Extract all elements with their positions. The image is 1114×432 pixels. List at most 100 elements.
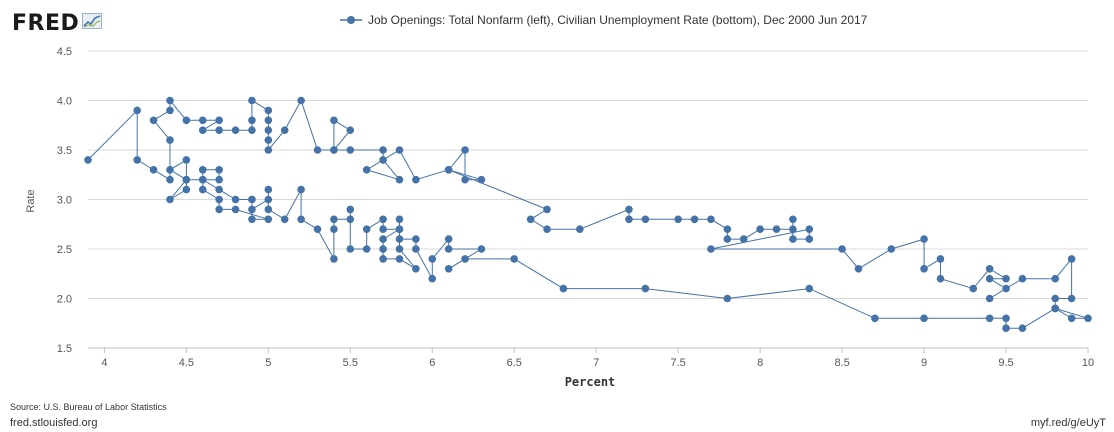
data-point[interactable] [166, 96, 174, 105]
data-point[interactable] [215, 116, 223, 125]
data-point[interactable] [625, 205, 633, 214]
data-point[interactable] [248, 195, 256, 204]
data-point[interactable] [264, 205, 273, 214]
data-point[interactable] [379, 255, 387, 263]
data-point[interactable] [936, 255, 945, 263]
data-point[interactable] [84, 156, 92, 164]
data-point[interactable] [182, 175, 191, 184]
data-point[interactable] [1067, 314, 1076, 323]
data-point[interactable] [444, 265, 453, 273]
data-point[interactable] [805, 225, 814, 233]
data-point[interactable] [723, 235, 732, 243]
data-point[interactable] [461, 175, 469, 184]
data-point[interactable] [789, 225, 797, 233]
data-point[interactable] [264, 195, 273, 204]
data-point[interactable] [149, 166, 158, 174]
data-point[interactable] [264, 185, 273, 194]
data-point[interactable] [215, 175, 223, 184]
data-point[interactable] [461, 255, 469, 263]
data-point[interactable] [166, 166, 174, 174]
data-point[interactable] [379, 225, 387, 233]
data-point[interactable] [756, 225, 764, 233]
data-point[interactable] [985, 294, 994, 303]
data-point[interactable] [1002, 274, 1010, 283]
data-point[interactable] [805, 284, 814, 293]
data-point[interactable] [395, 235, 404, 243]
data-point[interactable] [395, 225, 404, 233]
data-point[interactable] [379, 156, 387, 164]
data-point[interactable] [297, 185, 305, 194]
data-point[interactable] [280, 126, 289, 134]
data-point[interactable] [936, 274, 945, 283]
site-link[interactable]: fred.stlouisfed.org [10, 417, 98, 429]
data-point[interactable] [182, 185, 191, 194]
chart-legend[interactable]: Job Openings: Total Nonfarm (left), Civi… [340, 13, 867, 27]
data-point[interactable] [166, 136, 174, 144]
data-point[interactable] [330, 215, 338, 224]
data-point[interactable] [1084, 314, 1092, 323]
data-point[interactable] [346, 205, 355, 214]
data-point[interactable] [215, 205, 223, 214]
data-point[interactable] [576, 225, 584, 233]
data-point[interactable] [625, 215, 633, 224]
data-point[interactable] [871, 314, 879, 323]
data-point[interactable] [1002, 284, 1010, 293]
data-point[interactable] [248, 205, 256, 214]
data-point[interactable] [1018, 324, 1027, 333]
data-point[interactable] [739, 235, 748, 243]
data-point[interactable] [149, 116, 158, 125]
data-point[interactable] [198, 126, 207, 134]
data-point[interactable] [985, 274, 994, 283]
data-point[interactable] [133, 106, 141, 115]
data-point[interactable] [920, 265, 928, 273]
data-point[interactable] [559, 284, 568, 293]
data-point[interactable] [264, 215, 273, 224]
data-point[interactable] [166, 106, 174, 115]
data-point[interactable] [1002, 324, 1010, 333]
data-point[interactable] [428, 274, 437, 283]
data-point[interactable] [1051, 304, 1060, 313]
data-point[interactable] [444, 245, 453, 253]
data-point[interactable] [412, 265, 420, 273]
data-point[interactable] [264, 126, 273, 134]
data-point[interactable] [330, 116, 338, 125]
data-point[interactable] [215, 195, 223, 204]
data-point[interactable] [707, 245, 715, 253]
data-point[interactable] [297, 215, 305, 224]
data-point[interactable] [674, 215, 682, 224]
data-point[interactable] [838, 245, 846, 253]
data-point[interactable] [215, 126, 223, 134]
data-point[interactable] [330, 225, 338, 233]
data-point[interactable] [543, 225, 551, 233]
data-point[interactable] [379, 215, 387, 224]
data-point[interactable] [215, 185, 223, 194]
data-point[interactable] [1018, 274, 1027, 283]
data-point[interactable] [297, 96, 305, 105]
data-point[interactable] [182, 116, 191, 125]
data-point[interactable] [395, 146, 404, 154]
data-point[interactable] [641, 215, 650, 224]
data-point[interactable] [707, 215, 715, 224]
data-point[interactable] [969, 284, 978, 293]
data-point[interactable] [166, 175, 174, 184]
data-point[interactable] [789, 215, 797, 224]
data-point[interactable] [920, 235, 928, 243]
data-point[interactable] [362, 245, 371, 253]
data-point[interactable] [379, 146, 387, 154]
data-point[interactable] [362, 225, 371, 233]
data-point[interactable] [264, 106, 273, 115]
data-point[interactable] [346, 146, 355, 154]
data-point[interactable] [395, 245, 404, 253]
data-point[interactable] [264, 136, 273, 144]
data-point[interactable] [461, 146, 469, 154]
data-point[interactable] [444, 166, 453, 174]
data-point[interactable] [543, 205, 551, 214]
data-point[interactable] [395, 255, 404, 263]
data-point[interactable] [198, 116, 207, 125]
data-point[interactable] [166, 195, 174, 204]
data-point[interactable] [379, 245, 387, 253]
data-point[interactable] [330, 146, 338, 154]
data-point[interactable] [690, 215, 699, 224]
data-point[interactable] [313, 146, 322, 154]
data-point[interactable] [346, 126, 355, 134]
